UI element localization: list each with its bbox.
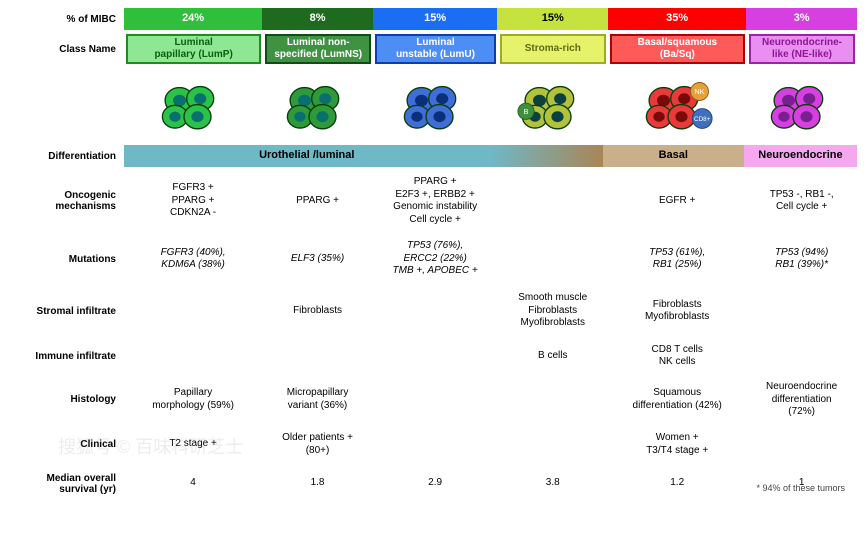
stromal-lumns: Fibroblasts [262,289,373,333]
cell-illustration-lumns [262,67,373,143]
mutations-lumns: ELF3 (35%) [262,235,373,283]
diff-row: Differentiation Urothelial /luminal Basal… [8,145,857,167]
oncogenic-lumu: PPARG + E2F3 +, ERBB2 + Genomic instabil… [373,173,497,229]
clinical-label: Clinical [8,427,124,463]
mutations-label: Mutations [8,235,124,283]
mutations-lumu: TP53 (76%), ERCC2 (22%) TMB +, APOBEC + [373,235,497,283]
immune-stroma: B cells [497,339,608,373]
survival-stroma: 3.8 [497,469,608,499]
survival-lump: 4 [124,469,262,499]
cell-illustration-lump [124,67,262,143]
diff-segment: Urothelial /luminal [124,145,490,167]
class-box-lumu: Luminal unstable (LumU) [375,34,496,64]
diff-segment [490,145,603,167]
pct-row: % of MIBC 24%8%15%15%35%3% [8,8,857,30]
immune-lump [124,339,262,373]
svg-text:NK: NK [695,87,705,96]
immune-lumu [373,339,497,373]
cell-illustration-stroma: B [497,67,608,143]
immune-label: Immune infiltrate [8,339,124,373]
pct-segment: 35% [608,8,746,30]
class-boxes: Luminal papillary (LumP)Luminal non- spe… [124,32,857,66]
pct-label: % of MIBC [8,8,124,30]
pct-bar: 24%8%15%15%35%3% [124,8,857,30]
survival-label: Median overall survival (yr) [8,469,124,499]
clinical-lump: T2 stage + [124,427,262,463]
survival-lumu: 2.9 [373,469,497,499]
histology-row: HistologyPapillary morphology (59%)Micro… [8,379,857,421]
histology-lumns: Micropapillary variant (36%) [262,379,373,421]
diff-segment: Basal [603,145,744,167]
immune-ne [746,339,857,373]
histology-basq: Squamous differentiation (42%) [608,379,746,421]
oncogenic-stroma [497,173,608,229]
clinical-row: ClinicalT2 stage +Older patients + (80+)… [8,427,857,463]
survival-basq: 1.2 [608,469,746,499]
class-row: Class Name Luminal papillary (LumP)Lumin… [8,32,857,66]
diff-label: Differentiation [8,145,124,167]
stromal-label: Stromal infiltrate [8,289,124,333]
oncogenic-ne: TP53 -, RB1 -, Cell cycle + [746,173,857,229]
oncogenic-label: Oncogenic mechanisms [8,173,124,229]
mutations-ne: TP53 (94%) RB1 (39%)* [746,235,857,283]
oncogenic-row: Oncogenic mechanismsFGFR3 + PPARG + CDKN… [8,173,857,229]
clinical-stroma [497,427,608,463]
oncogenic-basq: EGFR + [608,173,746,229]
class-box-basq: Basal/squamous (Ba/Sq) [610,34,745,64]
class-box-lump: Luminal papillary (LumP) [126,34,261,64]
cell-illustration-ne [746,67,857,143]
diff-segment: Neuroendocrine [744,145,857,167]
survival-row: Median overall survival (yr)41.82.93.81.… [8,469,857,499]
immune-lumns [262,339,373,373]
clinical-lumns: Older patients + (80+) [262,427,373,463]
histology-ne: Neuroendocrine differentiation (72%) [746,379,857,421]
illustrations: B NK CD8+ [124,67,857,143]
cell-illustration-basq: NK CD8+ [608,67,746,143]
immune-row: Immune infiltrate B cellsCD8 T cells NK c… [8,339,857,373]
histology-stroma [497,379,608,421]
histology-lumu [373,379,497,421]
mutations-lump: FGFR3 (40%), KDM6A (38%) [124,235,262,283]
immune-basq: CD8 T cells NK cells [608,339,746,373]
histology-label: Histology [8,379,124,421]
clinical-ne [746,427,857,463]
pct-segment: 8% [262,8,373,30]
diff-bar: Urothelial /luminal BasalNeuroendocrine [124,145,857,167]
survival-lumns: 1.8 [262,469,373,499]
illustration-row: B NK CD8+ [8,67,857,143]
pct-segment: 3% [746,8,857,30]
pct-segment: 15% [497,8,608,30]
mutations-stroma [497,235,608,283]
stromal-stroma: Smooth muscle Fibroblasts Myofibroblasts [497,289,608,333]
mutations-row: MutationsFGFR3 (40%), KDM6A (38%)ELF3 (3… [8,235,857,283]
class-label: Class Name [8,32,124,66]
stromal-lumu [373,289,497,333]
oncogenic-lumns: PPARG + [262,173,373,229]
histology-lump: Papillary morphology (59%) [124,379,262,421]
stromal-row: Stromal infiltrate Fibroblasts Smooth musc… [8,289,857,333]
pct-segment: 15% [373,8,497,30]
svg-text:CD8+: CD8+ [694,116,711,123]
class-box-ne: Neuroendocrine- like (NE-like) [749,34,855,64]
clinical-lumu [373,427,497,463]
clinical-basq: Women + T3/T4 stage + [608,427,746,463]
svg-text:B: B [523,107,528,116]
stromal-basq: Fibroblasts Myofibroblasts [608,289,746,333]
footnote: * 94% of these tumors [756,483,845,493]
pct-segment: 24% [124,8,262,30]
stromal-ne [746,289,857,333]
class-box-stroma: Stroma-rich [500,34,606,64]
class-box-lumns: Luminal non- specified (LumNS) [265,34,371,64]
stromal-lump [124,289,262,333]
mutations-basq: TP53 (61%), RB1 (25%) [608,235,746,283]
cell-illustration-lumu [373,67,497,143]
oncogenic-lump: FGFR3 + PPARG + CDKN2A - [124,173,262,229]
